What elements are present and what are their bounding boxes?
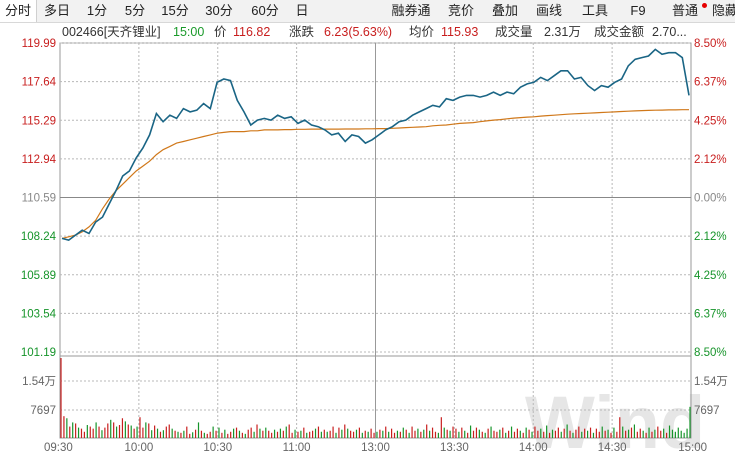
percent-tick-label: 6.37% bbox=[694, 308, 727, 320]
percent-tick-label: 0.00% bbox=[694, 193, 727, 205]
change-label: 涨跌 bbox=[289, 25, 315, 39]
percent-tick-label: 8.50% bbox=[694, 347, 727, 359]
tab-intraday[interactable]: 分时 bbox=[0, 0, 37, 22]
price-value: 116.82 bbox=[233, 25, 271, 39]
time-tick-label: 14:00 bbox=[519, 442, 548, 454]
tab-15min[interactable]: 15分 bbox=[161, 3, 189, 18]
avg-label: 均价 bbox=[409, 25, 435, 39]
tool-tools[interactable]: 工具 bbox=[581, 3, 608, 18]
notification-dot bbox=[702, 3, 707, 8]
percent-tick-label: 4.25% bbox=[694, 270, 727, 282]
toolbar: 分时 多日 1分 5分 15分 30分 60分 日 融券通 竞价 叠加 画线 工… bbox=[0, 0, 735, 23]
price-tick-label: 110.59 bbox=[22, 193, 56, 205]
price-line bbox=[61, 48, 690, 241]
percent-tick-label: 2.12% bbox=[694, 231, 727, 243]
tool-overlay[interactable]: 叠加 bbox=[491, 3, 518, 18]
price-tick-label: 119.99 bbox=[22, 38, 56, 50]
volume-value: 2.31万 bbox=[544, 25, 581, 39]
stock-code-name: 002466[天齐锂业] bbox=[62, 25, 161, 39]
tab-1min[interactable]: 1分 bbox=[86, 3, 108, 18]
quote-time: 15:00 bbox=[173, 25, 205, 39]
volume-tick-label: 1.54万 bbox=[694, 376, 728, 388]
tab-60min[interactable]: 60分 bbox=[251, 3, 279, 18]
volume-tick-label: 7697 bbox=[30, 405, 56, 417]
time-tick-label: 11:00 bbox=[283, 442, 311, 454]
amount-value: 2.70... bbox=[652, 25, 687, 39]
time-tick-label: 13:30 bbox=[440, 442, 469, 454]
tool-hide[interactable]: 隐藏 bbox=[711, 3, 735, 18]
tool-auction[interactable]: 竞价 bbox=[447, 3, 474, 18]
time-tick-label: 13:00 bbox=[361, 442, 390, 454]
change-value: 6.23(5.63%) bbox=[324, 25, 393, 39]
percent-tick-label: 2.12% bbox=[694, 154, 727, 166]
price-tick-label: 115.29 bbox=[22, 115, 56, 127]
percent-tick-label: 4.25% bbox=[694, 115, 727, 127]
price-tick-label: 105.89 bbox=[21, 270, 56, 282]
percent-tick-label: 6.37% bbox=[694, 77, 727, 89]
price-tick-label: 103.54 bbox=[21, 308, 57, 320]
price-tick-label: 108.24 bbox=[21, 231, 57, 243]
volume-tick-label: 7697 bbox=[694, 405, 720, 417]
tool-margin-lending[interactable]: 融券通 bbox=[391, 3, 431, 18]
price-tick-label: 117.64 bbox=[22, 77, 57, 89]
tab-daily[interactable]: 日 bbox=[295, 3, 309, 18]
quote-info-bar: 002466[天齐锂业] 15:00 价 116.82 涨跌 6.23(5.63… bbox=[0, 23, 735, 41]
tab-multi-day[interactable]: 多日 bbox=[43, 3, 70, 18]
tool-normal[interactable]: 普通 bbox=[671, 3, 698, 18]
tab-30min[interactable]: 30分 bbox=[205, 3, 233, 18]
amount-label: 成交金额 bbox=[594, 25, 645, 39]
avg-value: 115.93 bbox=[441, 25, 479, 39]
tool-f9[interactable]: F9 bbox=[630, 3, 646, 18]
time-tick-label: 09:30 bbox=[44, 442, 73, 454]
average-price-line bbox=[61, 109, 689, 239]
price-tick-label: 112.94 bbox=[22, 154, 57, 166]
tool-draw-line[interactable]: 画线 bbox=[535, 3, 562, 18]
volume-label: 成交量 bbox=[495, 25, 533, 39]
tab-5min[interactable]: 5分 bbox=[124, 3, 146, 18]
time-tick-label: 10:30 bbox=[203, 442, 232, 454]
price-tick-label: 101.19 bbox=[21, 347, 56, 359]
price-label: 价 bbox=[214, 25, 227, 39]
time-tick-label: 10:00 bbox=[124, 442, 153, 454]
percent-tick-label: 8.50% bbox=[694, 38, 727, 50]
time-tick-label: 15:00 bbox=[678, 442, 707, 454]
wind-watermark: Wind bbox=[525, 381, 705, 455]
time-tick-label: 14:30 bbox=[598, 442, 627, 454]
volume-tick-label: 1.54万 bbox=[22, 376, 56, 388]
